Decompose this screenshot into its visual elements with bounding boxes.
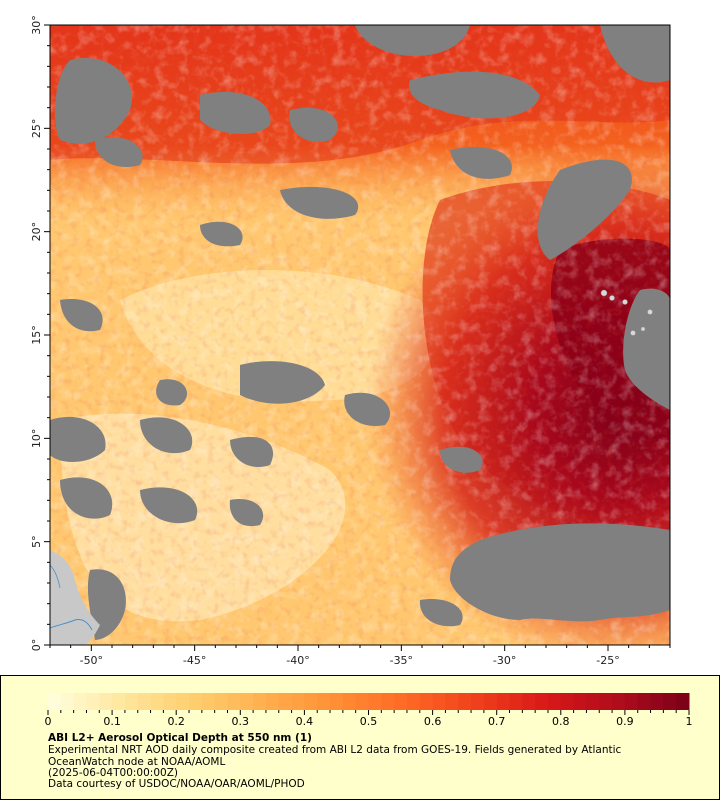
cape-verde-islands <box>600 289 653 336</box>
colorbar-cell <box>291 693 305 710</box>
colorbar-cell <box>483 693 498 710</box>
lat-tick-label: 20° <box>30 222 43 242</box>
colorbar-cell <box>73 693 87 710</box>
map-field <box>50 25 670 645</box>
colorbar-cell <box>240 693 254 710</box>
colorbar-cell <box>342 693 357 710</box>
colorbar-cell <box>265 693 280 710</box>
colorbar-cell <box>355 693 369 710</box>
colorbar-tick-label: 0.8 <box>552 715 570 728</box>
colorbar-tick-label: 0.2 <box>167 715 185 728</box>
aod-map: -50° -45° -40° -35° -30° -25° 0° 5° 10° 15° 20° 25… <box>30 15 671 667</box>
colorbar-tick-label: 0.5 <box>360 715 378 728</box>
colorbar-cell <box>48 693 62 710</box>
colorbar-cell <box>612 693 626 710</box>
lat-tick-label: 15° <box>30 325 43 345</box>
colorbar-cell <box>522 693 536 710</box>
colorbar-cell <box>419 693 434 710</box>
legend-description: Experimental NRT AOD daily composite cre… <box>48 744 622 768</box>
colorbar-cell <box>496 693 511 710</box>
colorbar-cell <box>99 693 113 710</box>
colorbar-tick-label: 0.7 <box>488 715 506 728</box>
legend-panel: 0 0.1 0.2 0.3 0.4 0.5 0.6 0.7 0.8 0.9 1 ABI L2+ Ae… <box>0 675 720 800</box>
lat-tick-label: 25° <box>30 119 43 139</box>
legend-credit: Data courtesy of USDOC/NOAA/OAR/AOML/PHO… <box>48 778 305 790</box>
colorbar-cell <box>150 693 164 710</box>
colorbar-cell <box>253 693 267 710</box>
longitude-axis: -50° -45° -40° -35° -30° -25° <box>49 645 671 667</box>
colorbar-cell <box>573 693 587 710</box>
colorbar-cell <box>368 693 382 710</box>
lat-tick-label: 30° <box>30 15 43 35</box>
colorbar-cell <box>330 693 344 710</box>
colorbar-tick-label: 0.3 <box>232 715 250 728</box>
colorbar-cell <box>227 693 241 710</box>
colorbar-cell <box>637 693 652 710</box>
colorbar-cell <box>137 693 152 710</box>
lon-tick-label: -30° <box>493 654 516 667</box>
colorbar-cell <box>586 693 600 710</box>
colorbar-cell <box>663 693 677 710</box>
legend-date: (2025-06-04T00:00:00Z) <box>48 767 178 779</box>
colorbar-cell <box>176 693 190 710</box>
colorbar-cell <box>381 693 395 710</box>
amazon-river <box>50 619 93 631</box>
lat-tick-label: 5° <box>30 535 43 548</box>
lat-tick-label: 0° <box>30 639 43 652</box>
colorbar-cell <box>317 693 331 710</box>
colorbar-cell <box>86 693 100 710</box>
colorbar-cell <box>650 693 664 710</box>
legend-title: ABI L2+ Aerosol Optical Depth at 550 nm … <box>48 732 312 744</box>
no-data-areas <box>50 25 670 640</box>
colorbar-cell <box>547 693 562 710</box>
colorbar-tick-label: 0 <box>45 715 52 728</box>
colorbar-ticks: 0 0.1 0.2 0.3 0.4 0.5 0.6 0.7 0.8 0.9 1 <box>45 710 693 728</box>
colorbar-cell <box>445 693 459 710</box>
colorbar-cell <box>560 693 575 710</box>
colorbar-cell <box>535 693 549 710</box>
colorbar-tick-label: 0.1 <box>103 715 121 728</box>
colorbar-cell <box>278 693 293 710</box>
colorbar-cell <box>214 693 228 710</box>
colorbar-cell <box>471 693 485 710</box>
river-branch <box>50 564 61 589</box>
colorbar-tick-label: 0.4 <box>296 715 314 728</box>
lon-tick-label: -45° <box>183 654 206 667</box>
lon-tick-label: -35° <box>390 654 413 667</box>
lon-tick-label: -25° <box>596 654 619 667</box>
colorbar-tick-label: 0.6 <box>424 715 442 728</box>
lon-tick-label: -40° <box>286 654 309 667</box>
colorbar-cell <box>112 693 126 710</box>
latitude-axis: 0° 5° 10° 15° 20° 25° 30° <box>30 15 50 651</box>
colorbar-cell <box>124 693 139 710</box>
land-south-america <box>50 550 100 645</box>
colorbar-cell <box>163 693 177 710</box>
colorbar-cell <box>509 693 523 710</box>
colorbar-cell <box>432 693 446 710</box>
colorbar-cell <box>676 693 690 710</box>
colorbar-cells <box>48 693 690 710</box>
colorbar-cell <box>624 693 639 710</box>
colorbar: 0 0.1 0.2 0.3 0.4 0.5 0.6 0.7 0.8 0.9 1 <box>45 693 693 728</box>
colorbar-cell <box>189 693 203 710</box>
colorbar-cell <box>394 693 408 710</box>
colorbar-cell <box>599 693 613 710</box>
colorbar-tick-label: 1 <box>686 715 693 728</box>
colorbar-tick-label: 0.9 <box>616 715 634 728</box>
colorbar-cell <box>458 693 472 710</box>
lon-tick-label: -50° <box>80 654 103 667</box>
colorbar-cell <box>406 693 421 710</box>
colorbar-cell <box>304 693 318 710</box>
colorbar-cell <box>60 693 75 710</box>
colorbar-cell <box>201 693 216 710</box>
lat-tick-label: 10° <box>30 429 43 449</box>
